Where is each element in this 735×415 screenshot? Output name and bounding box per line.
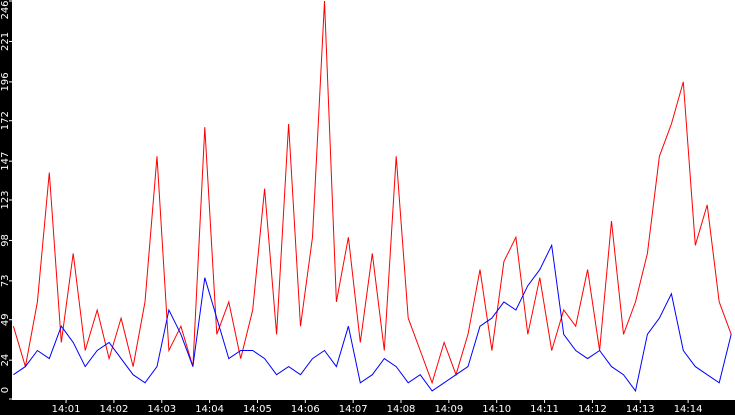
y-axis-band — [0, 0, 12, 415]
x-tick-label: 14:05 — [243, 404, 272, 415]
x-tick-label: 14:06 — [291, 404, 320, 415]
y-tick-label: 0 — [0, 387, 11, 393]
y-tick-label: 246 — [0, 0, 11, 19]
x-tick-label: 14:07 — [339, 404, 368, 415]
y-tick-label: 196 — [0, 72, 11, 91]
y-tick-label: 49 — [0, 313, 11, 326]
x-tick-label: 14:13 — [626, 404, 655, 415]
x-axis-band — [0, 400, 735, 415]
y-tick-label: 73 — [0, 275, 11, 288]
x-tick-label: 14:12 — [578, 404, 607, 415]
y-tick-label: 147 — [0, 152, 11, 171]
x-tick-label: 14:03 — [147, 404, 176, 415]
y-tick-label: 98 — [0, 234, 11, 247]
x-tick-label: 14:09 — [434, 404, 463, 415]
x-tick-label: 14:04 — [195, 404, 224, 415]
y-tick-label: 172 — [0, 111, 11, 130]
x-tick-label: 14:14 — [674, 404, 703, 415]
y-tick-label: 24 — [0, 354, 11, 367]
x-tick-label: 14:01 — [52, 404, 81, 415]
y-tick-label: 221 — [0, 32, 11, 51]
x-tick-label: 14:10 — [482, 404, 511, 415]
y-tick-label: 123 — [0, 190, 11, 209]
series-line — [13, 243, 732, 393]
series-line — [12, 0, 732, 385]
x-tick-label: 14:11 — [530, 404, 559, 415]
x-tick-label: 14:08 — [387, 404, 416, 415]
x-tick-label: 14:02 — [100, 404, 129, 415]
